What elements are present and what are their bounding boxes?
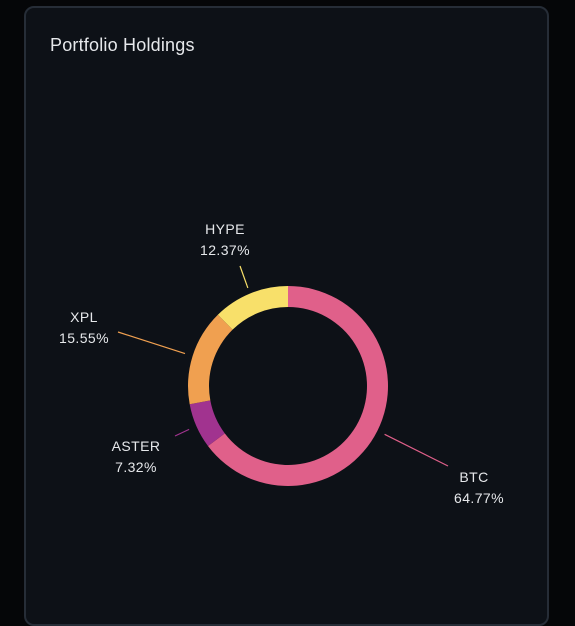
slice-value-aster: 7.32% (115, 459, 157, 475)
card-title: Portfolio Holdings (50, 35, 195, 55)
slice-xpl[interactable] (187, 314, 233, 405)
slice-hype[interactable] (217, 286, 288, 330)
leader-line-xpl (117, 331, 186, 355)
slice-label-btc: BTC (459, 469, 488, 485)
slice-value-xpl: 15.55% (59, 330, 109, 346)
slice-labels: BTC 64.77% ASTER 7.32% XPL 15.55% HYPE 12.37% (59, 221, 504, 506)
slice-label-hype: HYPE (205, 221, 245, 237)
slice-value-btc: 64.77% (454, 490, 504, 506)
leader-line-aster (174, 428, 190, 437)
donut-chart: BTC 64.77% ASTER 7.32% XPL 15.55% HYPE 12.37% (59, 221, 504, 506)
slice-label-aster: ASTER (112, 438, 161, 454)
leader-line-hype (239, 265, 249, 289)
slice-aster[interactable] (189, 400, 225, 446)
portfolio-holdings-card: Portfolio Holdings (24, 6, 549, 626)
slice-label-xpl: XPL (70, 309, 98, 325)
leader-line-btc (384, 433, 449, 467)
leader-lines (117, 265, 449, 467)
slice-value-hype: 12.37% (200, 242, 250, 258)
donut-slices (187, 286, 388, 486)
